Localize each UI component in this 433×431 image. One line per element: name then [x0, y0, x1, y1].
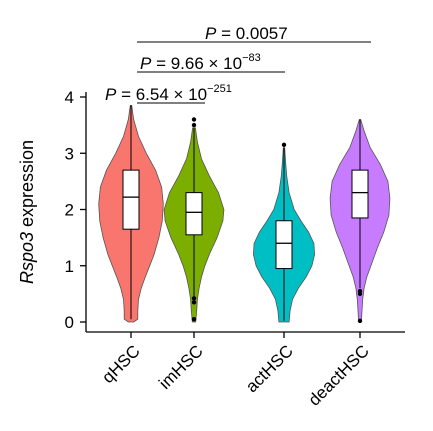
outlier-point [191, 300, 197, 305]
y-axis-title-rest: expression [17, 140, 37, 232]
p-value-exponent: −83 [242, 52, 261, 64]
outlier-point [357, 288, 363, 294]
violin-box [185, 192, 203, 236]
violin-group [98, 105, 164, 323]
y-axis-title-gene: Rspo3 [17, 232, 37, 284]
x-tick-label: qHSC [98, 341, 144, 387]
violin-group [252, 142, 316, 323]
outlier-point [281, 142, 287, 148]
p-value-number: = 9.66 × 10 [151, 54, 242, 73]
outlier-point [191, 296, 197, 301]
x-tick-label: imHSC [155, 341, 207, 393]
outlier-point [357, 318, 363, 324]
outlier-point [191, 316, 197, 322]
outlier-point [191, 122, 197, 128]
x-tick-label: actHSC [242, 341, 297, 396]
p-value-prefix: P [105, 85, 117, 104]
p-value-label: P = 0.0057 [205, 24, 288, 43]
p-value-prefix: P [205, 24, 217, 43]
y-tick-label: 3 [65, 144, 74, 163]
p-value-prefix: P [140, 54, 152, 73]
p-value-exponent: −251 [207, 83, 232, 95]
violin-box [122, 169, 140, 230]
y-tick-label: 1 [65, 257, 74, 276]
y-tick-label: 0 [65, 313, 74, 332]
significance-bracket: P = 9.66 × 10−83 [137, 52, 285, 73]
y-tick-label: 2 [65, 201, 74, 220]
violin-group [163, 117, 225, 323]
violin-box [275, 220, 293, 270]
p-value-number: = 6.54 × 10 [116, 85, 207, 104]
p-value-label: P = 6.54 × 10−251 [105, 83, 232, 104]
violins [98, 105, 391, 324]
p-value-number: = 0.0057 [216, 24, 287, 43]
violin-box [351, 169, 369, 219]
y-axis-title: Rspo3 expression [17, 140, 37, 284]
y-tick-label: 4 [65, 88, 74, 107]
significance-bracket: P = 6.54 × 10−251 [105, 83, 232, 104]
significance-bracket: P = 0.0057 [137, 24, 371, 43]
x-tick-label: deactHSC [305, 341, 373, 409]
violin-group [329, 119, 391, 324]
p-value-label: P = 9.66 × 10−83 [140, 52, 261, 73]
outlier-point [191, 117, 197, 122]
